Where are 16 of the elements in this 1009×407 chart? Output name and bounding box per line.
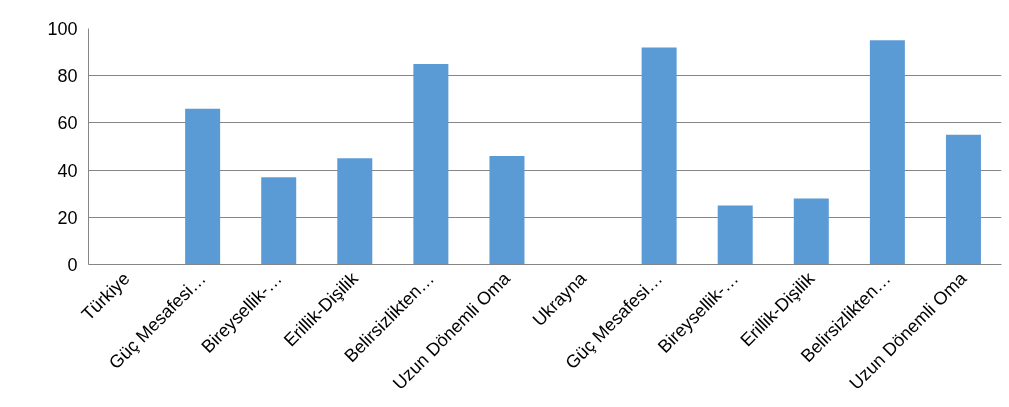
bar bbox=[945, 134, 981, 265]
y-tick-label: 80 bbox=[57, 66, 78, 87]
y-tick-label: 0 bbox=[67, 255, 78, 275]
bar bbox=[185, 108, 221, 265]
y-tick-label: 60 bbox=[57, 113, 78, 134]
bar bbox=[413, 63, 449, 265]
bar bbox=[793, 198, 829, 265]
bar bbox=[261, 177, 297, 265]
bar bbox=[641, 47, 677, 265]
y-tick-label: 20 bbox=[57, 207, 78, 228]
y-tick-label: 100 bbox=[47, 19, 78, 39]
bar bbox=[869, 40, 905, 265]
bar bbox=[717, 205, 753, 265]
bar bbox=[489, 155, 525, 265]
bar bbox=[337, 158, 373, 265]
y-tick-label: 40 bbox=[57, 160, 78, 181]
